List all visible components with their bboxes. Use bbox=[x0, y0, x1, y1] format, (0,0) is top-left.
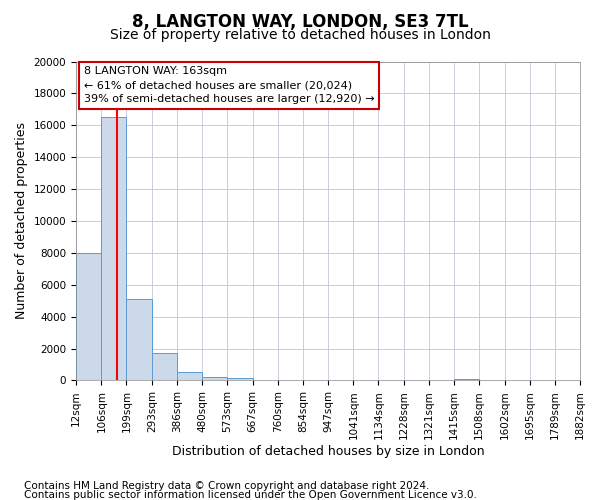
Text: Contains HM Land Registry data © Crown copyright and database right 2024.: Contains HM Land Registry data © Crown c… bbox=[24, 481, 430, 491]
Bar bbox=[227, 378, 253, 380]
Bar bbox=[152, 352, 177, 380]
X-axis label: Distribution of detached houses by size in London: Distribution of detached houses by size … bbox=[172, 444, 484, 458]
Bar bbox=[177, 372, 202, 380]
Bar bbox=[101, 118, 127, 380]
Text: 8, LANGTON WAY, LONDON, SE3 7TL: 8, LANGTON WAY, LONDON, SE3 7TL bbox=[131, 12, 469, 30]
Bar bbox=[127, 299, 152, 380]
Text: 8 LANGTON WAY: 163sqm
← 61% of detached houses are smaller (20,024)
39% of semi-: 8 LANGTON WAY: 163sqm ← 61% of detached … bbox=[83, 66, 374, 104]
Text: Contains public sector information licensed under the Open Government Licence v3: Contains public sector information licen… bbox=[24, 490, 477, 500]
Bar bbox=[202, 378, 227, 380]
Y-axis label: Number of detached properties: Number of detached properties bbox=[15, 122, 28, 320]
Text: Size of property relative to detached houses in London: Size of property relative to detached ho… bbox=[110, 28, 490, 42]
Bar bbox=[454, 379, 479, 380]
Bar bbox=[76, 253, 101, 380]
